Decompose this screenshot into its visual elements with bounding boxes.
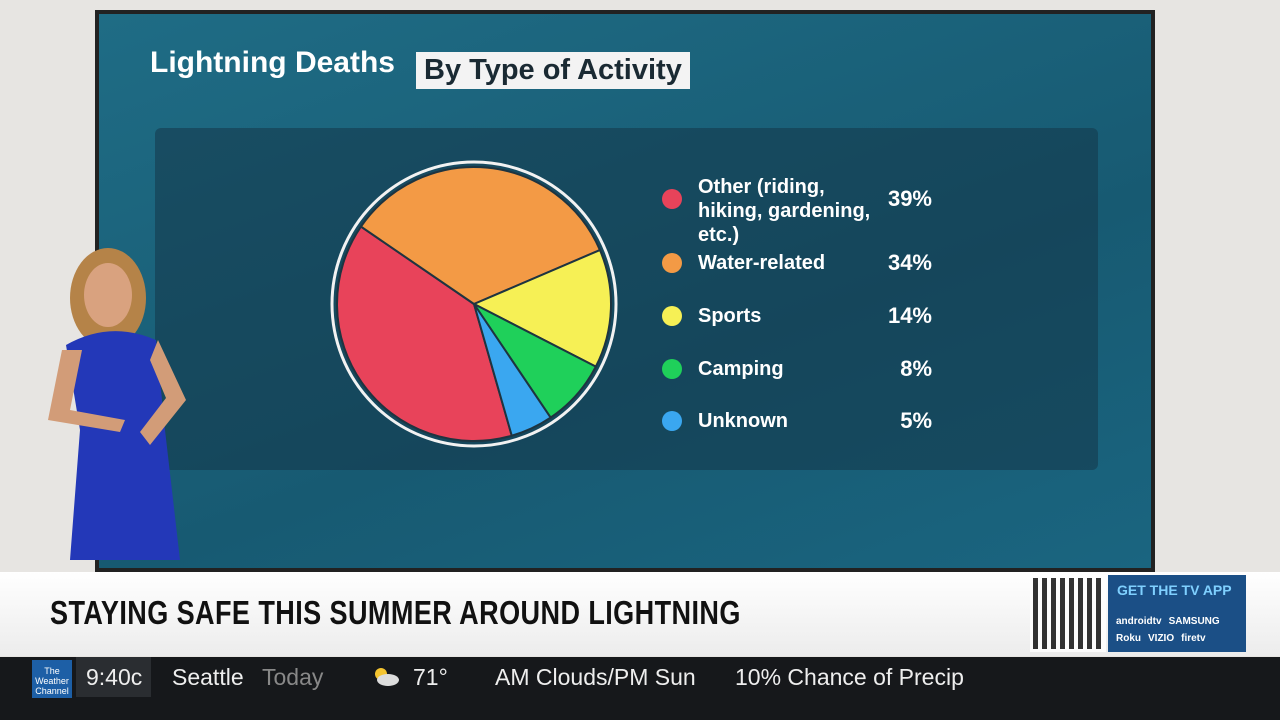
legend-label: Other (riding, hiking, gardening, etc.) <box>698 176 871 246</box>
legend-label: Water-related <box>698 252 826 274</box>
legend-swatch <box>662 411 682 431</box>
app-promo: GET THE TV APP androidtv SAMSUNG Roku VIZIO… <box>1108 575 1246 652</box>
chart-title: Lightning Deaths <box>150 46 395 79</box>
logo: The Weather Channel <box>32 660 72 698</box>
legend-swatch <box>662 359 682 379</box>
pie-slice <box>359 166 602 306</box>
platform: androidtv <box>1116 616 1162 627</box>
value-label: 8% <box>900 356 932 381</box>
day: Today <box>262 664 324 690</box>
ticker <box>0 657 1280 720</box>
legend-label: Unknown <box>698 410 788 432</box>
weather-icon <box>375 668 399 686</box>
time: 9:40c <box>86 664 143 690</box>
value-label: 14% <box>887 303 932 328</box>
time-box <box>76 657 151 697</box>
platform: VIZIO <box>1148 633 1175 644</box>
legend-label: Camping <box>698 358 784 380</box>
platforms: androidtv SAMSUNG Roku VIZIO firetv <box>1116 613 1240 647</box>
legend-swatch <box>662 189 682 209</box>
legend-label: Sports <box>698 305 762 327</box>
pie-slice <box>336 225 513 442</box>
conditions: AM Clouds/PM Sun <box>495 664 696 690</box>
precip: 10% Chance of Precip <box>735 664 964 690</box>
app-promo-title: GET THE TV APP <box>1117 582 1232 598</box>
city: Seattle <box>172 664 244 690</box>
legend-swatch <box>662 253 682 273</box>
pie-outline <box>330 160 618 448</box>
qr-code <box>1030 575 1106 652</box>
chart-subtitle: By Type of Activity <box>416 52 690 89</box>
pie-slice <box>471 248 612 368</box>
temperature: 71° <box>413 664 448 690</box>
platform: SAMSUNG <box>1168 616 1220 627</box>
value-label: 39% <box>887 186 932 211</box>
platform: Roku <box>1116 633 1141 644</box>
value-label: 34% <box>887 250 932 275</box>
legend-swatch <box>662 306 682 326</box>
platform: firetv <box>1181 633 1206 644</box>
headline: STAYING SAFE THIS SUMMER AROUND LIGHTNIN… <box>50 594 741 631</box>
pie-slice <box>473 303 552 437</box>
value-label: 5% <box>900 408 932 433</box>
presenter <box>48 248 186 560</box>
chart-panel <box>155 128 1098 470</box>
